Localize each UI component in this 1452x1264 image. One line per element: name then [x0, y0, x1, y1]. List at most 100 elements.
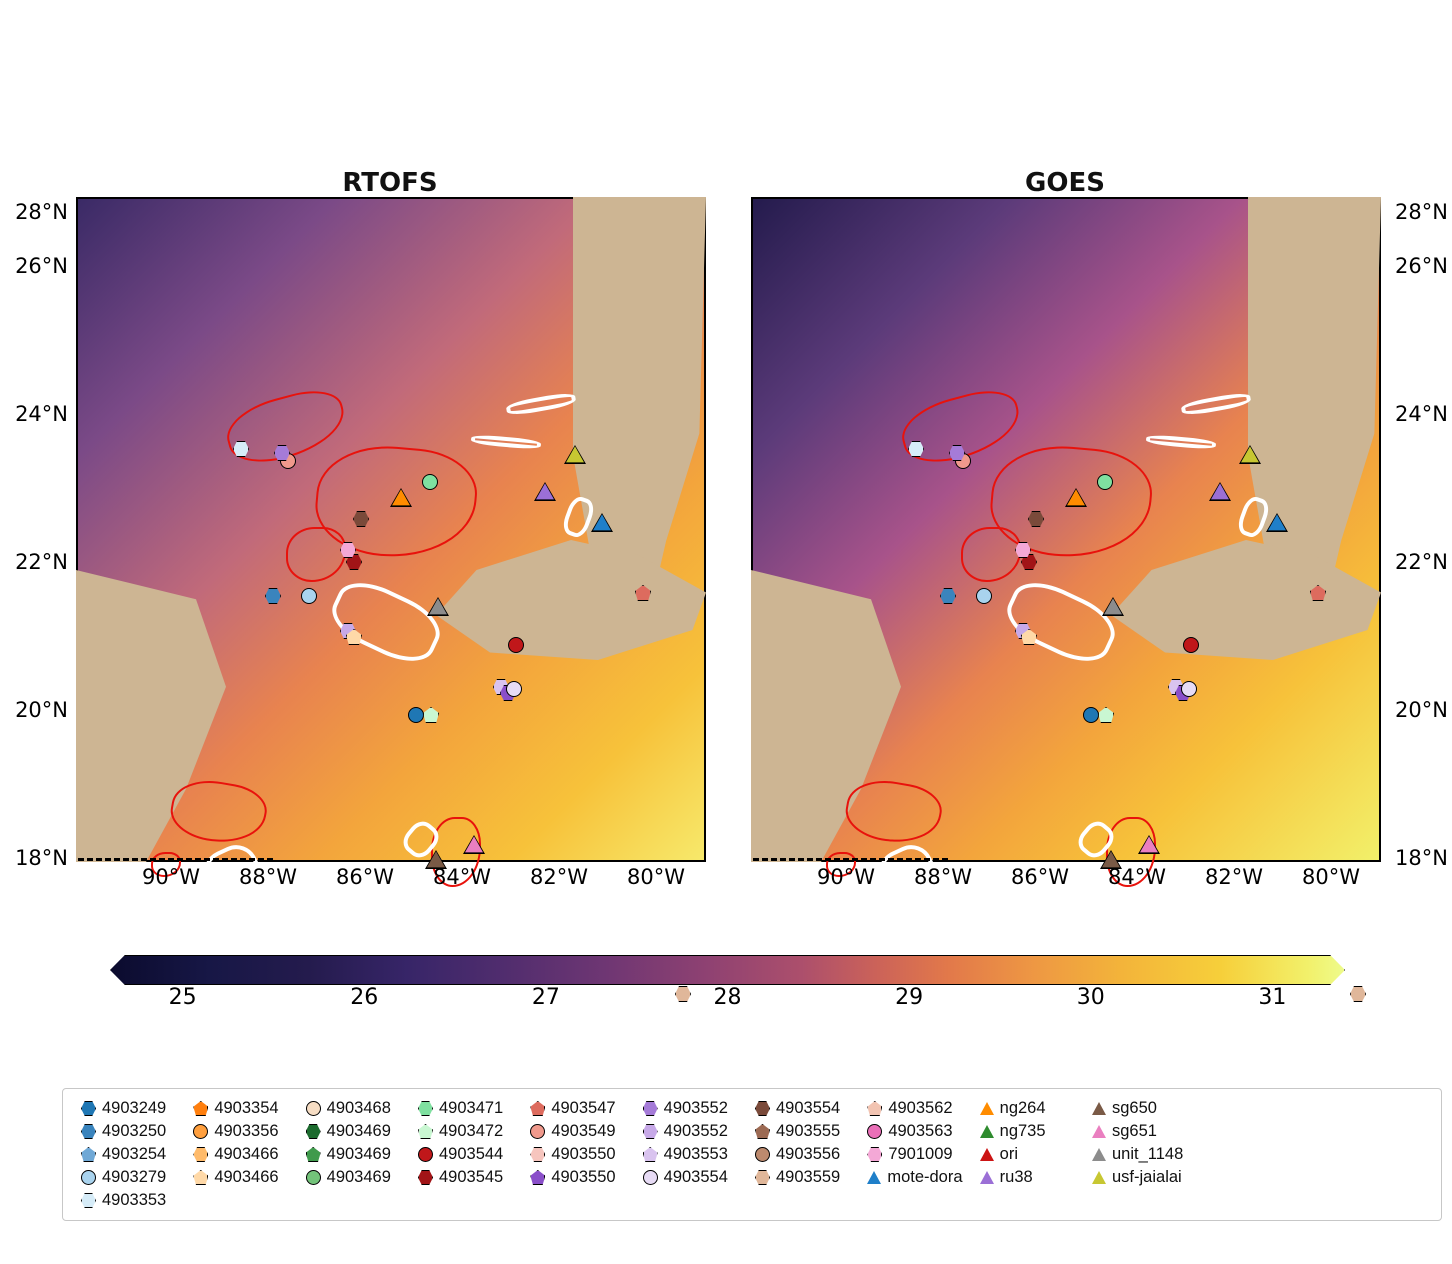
legend-label: 4903563 [888, 1122, 952, 1141]
legend-marker-icon [643, 1170, 658, 1185]
legend-entry-4903468: 4903468 [306, 1099, 412, 1118]
glider-marker-fill-goes-9 [1268, 514, 1286, 530]
legend-label: sg650 [1112, 1099, 1157, 1118]
legend-marker-icon [1092, 1102, 1106, 1115]
legend-entry-mote-dora: mote-dora [867, 1168, 973, 1187]
legend-label: ori [1000, 1145, 1018, 1164]
x-tick-label: 82°W [530, 865, 588, 889]
glider-marker-fill-goes-4 [1067, 489, 1085, 505]
legend-entry-4903250: 4903250 [81, 1122, 187, 1141]
glider-marker-fill-rtofs-13 [429, 598, 447, 614]
legend-marker-icon [1092, 1125, 1106, 1138]
float-marker-rtofs-19[interactable] [506, 681, 522, 697]
float-marker-goes-25[interactable] [1350, 986, 1366, 1002]
legend-marker-icon [1092, 1148, 1106, 1161]
legend-marker-icon [755, 1170, 770, 1185]
legend-entry-sg651: sg651 [1092, 1122, 1198, 1141]
legend-entry-4903554: 4903554 [755, 1099, 861, 1118]
y-tick-label-left: 22°N [8, 550, 68, 574]
float-marker-rtofs-20[interactable] [408, 707, 424, 723]
colorbar-tick-30: 30 [1077, 985, 1105, 1010]
legend-label: 4903549 [551, 1122, 615, 1141]
x-tick-label: 86°W [336, 865, 394, 889]
legend-label: 4903553 [664, 1145, 728, 1164]
legend-label: 4903559 [776, 1168, 840, 1187]
y-tick-label-right: 22°N [1395, 550, 1452, 574]
legend-label: 4903552 [664, 1099, 728, 1118]
legend-entry-4903469: 4903469 [306, 1145, 412, 1164]
y-tick-label-left: 18°N [8, 846, 68, 870]
float-marker-rtofs-6[interactable] [422, 474, 438, 490]
legend-label: 4903562 [888, 1099, 952, 1118]
legend-label: ng735 [1000, 1122, 1046, 1141]
legend-entry-4903553: 4903553 [643, 1145, 749, 1164]
legend-entry-7901009: 7901009 [867, 1145, 973, 1164]
y-tick-label-left: 20°N [8, 698, 68, 722]
legend-marker-icon [81, 1147, 96, 1162]
glider-marker-fill-goes-23 [1140, 836, 1158, 852]
legend-label: 4903356 [214, 1122, 278, 1141]
legend-entry-4903466: 4903466 [193, 1145, 299, 1164]
legend-entry-4903466: 4903466 [193, 1168, 299, 1187]
legend-label: 4903468 [327, 1099, 391, 1118]
legend-entry-4903559: 4903559 [755, 1168, 861, 1187]
legend-label: 4903544 [439, 1145, 503, 1164]
legend-marker-icon [867, 1101, 882, 1116]
float-marker-rtofs-16[interactable] [508, 637, 524, 653]
glider-marker-fill-goes-7 [1241, 446, 1259, 462]
colorbar-section: 25 26 27 28 29 30 31 [110, 955, 1345, 1023]
legend-marker-icon [418, 1147, 433, 1162]
legend-label: 7901009 [888, 1145, 952, 1164]
legend-marker-icon [867, 1171, 881, 1184]
colorbar-tick-31: 31 [1258, 985, 1286, 1010]
legend-label: 4903353 [102, 1191, 166, 1210]
legend-marker-icon [193, 1124, 208, 1139]
legend-entry-ori: ori [980, 1145, 1086, 1164]
glider-marker-fill-rtofs-24 [427, 851, 445, 867]
legend-label: 4903254 [102, 1145, 166, 1164]
legend-entry-4903547: 4903547 [530, 1099, 636, 1118]
legend-entry-4903469: 4903469 [306, 1168, 412, 1187]
y-tick-label-right: 24°N [1395, 402, 1452, 426]
float-marker-goes-19[interactable] [1181, 681, 1197, 697]
float-marker-goes-20[interactable] [1083, 707, 1099, 723]
x-tick-label: 88°W [914, 865, 972, 889]
legend-label: 4903250 [102, 1122, 166, 1141]
x-tick-label: 80°W [1302, 865, 1360, 889]
x-tick-label: 86°W [1011, 865, 1069, 889]
boundary-dashed-line [753, 858, 948, 861]
legend-label: 4903545 [439, 1168, 503, 1187]
legend-label: 4903550 [551, 1145, 615, 1164]
float-marker-goes-16[interactable] [1183, 637, 1199, 653]
legend-marker-icon [1092, 1171, 1106, 1184]
legend-marker-icon [755, 1147, 770, 1162]
legend-entry-4903249: 4903249 [81, 1099, 187, 1118]
x-tick-label: 88°W [239, 865, 297, 889]
glider-marker-fill-rtofs-4 [392, 489, 410, 505]
y-tick-label-left: 28°N [8, 200, 68, 224]
x-tick-label: 80°W [627, 865, 685, 889]
legend-label: 4903550 [551, 1168, 615, 1187]
legend-marker-icon [755, 1101, 770, 1116]
float-marker-goes-6[interactable] [1097, 474, 1113, 490]
legend-marker-icon [306, 1124, 321, 1139]
legend-marker-icon [306, 1147, 321, 1162]
legend-marker-icon [418, 1101, 433, 1116]
legend-entry-4903550: 4903550 [530, 1168, 636, 1187]
legend-label: 4903466 [214, 1168, 278, 1187]
legend-label: 4903554 [664, 1168, 728, 1187]
legend-entry-4903279: 4903279 [81, 1168, 187, 1187]
legend-entry-4903554: 4903554 [643, 1168, 749, 1187]
glider-marker-fill-rtofs-8 [536, 483, 554, 499]
x-tick-label: 82°W [1205, 865, 1263, 889]
legend-marker-icon [530, 1170, 545, 1185]
legend-marker-icon [755, 1124, 770, 1139]
legend-entry-4903552: 4903552 [643, 1122, 749, 1141]
legend-entry-ru38: ru38 [980, 1168, 1086, 1187]
float-marker-rtofs-12[interactable] [301, 588, 317, 604]
float-marker-goes-12[interactable] [976, 588, 992, 604]
legend-marker-icon [193, 1170, 208, 1185]
boundary-dashed-line [78, 858, 273, 861]
glider-marker-fill-goes-24 [1102, 851, 1120, 867]
y-tick-label-right: 20°N [1395, 698, 1452, 722]
